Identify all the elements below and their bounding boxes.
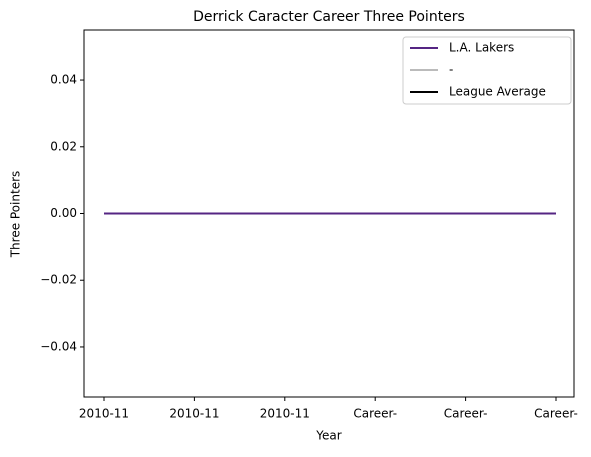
legend-label: - xyxy=(449,63,453,77)
x-axis-label: Year xyxy=(315,429,341,443)
x-tick-label: Career- xyxy=(444,407,488,421)
legend-label: League Average xyxy=(449,85,546,99)
x-tick-label: Career- xyxy=(534,407,578,421)
y-tick-label: 0.04 xyxy=(50,73,77,87)
x-tick-label: 2010-11 xyxy=(260,407,310,421)
y-tick-label: 0.00 xyxy=(50,206,77,220)
x-tick-label: Career- xyxy=(353,407,397,421)
y-tick-label: −0.04 xyxy=(40,339,77,353)
plot-frame xyxy=(83,29,575,398)
legend-box xyxy=(402,36,572,105)
x-tick-label: 2010-11 xyxy=(169,407,219,421)
y-tick-label: −0.02 xyxy=(40,273,77,287)
x-tick-label: 2010-11 xyxy=(79,407,129,421)
chart-title: Derrick Caracter Career Three Pointers xyxy=(193,9,465,25)
y-tick-label: 0.02 xyxy=(50,139,77,153)
legend-label: L.A. Lakers xyxy=(449,41,514,55)
y-axis-label: Three Pointers xyxy=(9,171,23,259)
